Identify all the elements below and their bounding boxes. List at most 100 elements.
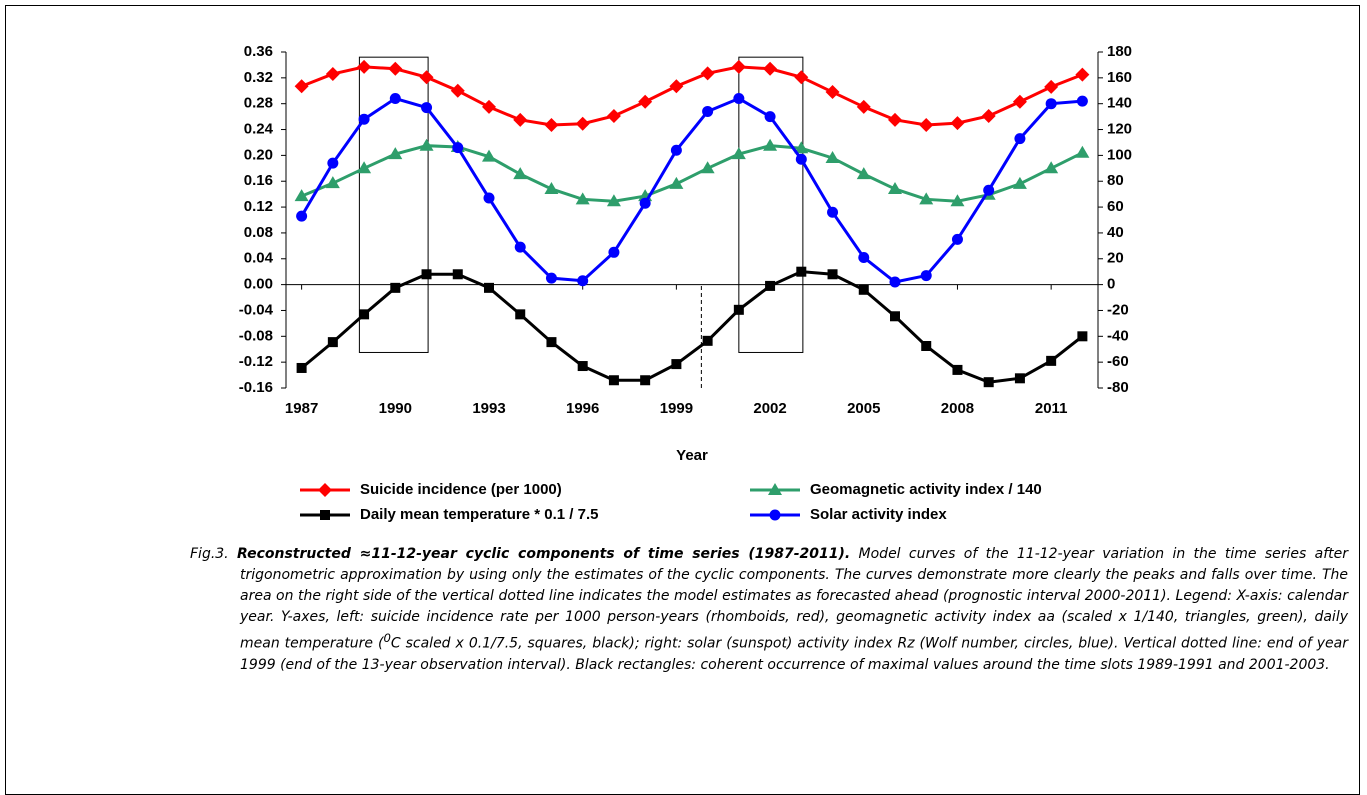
- y-tick-label: -0.12: [239, 353, 273, 370]
- marker: [577, 361, 588, 372]
- y2-tick-label: 140: [1107, 95, 1132, 112]
- x-tick-label: 2011: [1035, 400, 1068, 417]
- y2-tick-label: 80: [1107, 172, 1124, 189]
- marker: [700, 161, 715, 174]
- marker: [575, 192, 590, 205]
- y2-tick-label: -60: [1107, 353, 1129, 370]
- caption-label: Fig.3.: [190, 546, 229, 562]
- y-tick-label: 0.04: [244, 250, 274, 267]
- marker: [763, 138, 778, 151]
- marker: [325, 66, 340, 81]
- marker: [983, 184, 995, 196]
- marker: [827, 269, 838, 280]
- y2-tick-label: 180: [1107, 43, 1132, 60]
- y2-tick-label: 20: [1107, 250, 1124, 267]
- y-tick-label: -0.04: [239, 301, 274, 318]
- marker: [794, 70, 809, 85]
- y2-tick-label: 40: [1107, 224, 1124, 241]
- marker: [888, 112, 902, 127]
- marker: [544, 118, 559, 133]
- marker: [482, 149, 496, 162]
- marker: [889, 276, 901, 288]
- marker: [389, 93, 401, 105]
- marker: [318, 483, 332, 497]
- marker: [546, 337, 557, 348]
- caption-text: C scaled x 0.1/7.5, squares, black); rig…: [240, 635, 1348, 673]
- caption-sup: 0: [383, 631, 391, 645]
- marker: [638, 94, 653, 109]
- marker: [952, 364, 963, 375]
- legend-label: Suicide incidence (per 1000): [360, 481, 562, 498]
- marker: [639, 197, 651, 209]
- marker: [764, 111, 776, 123]
- marker: [888, 181, 902, 194]
- marker: [1044, 161, 1059, 174]
- marker: [731, 147, 746, 160]
- y2-tick-label: 160: [1107, 69, 1132, 86]
- y-tick-label: 0.20: [244, 146, 273, 163]
- marker: [296, 210, 308, 222]
- marker: [419, 138, 434, 151]
- marker: [294, 79, 309, 94]
- marker: [608, 375, 619, 386]
- marker: [640, 375, 651, 386]
- marker: [827, 206, 839, 218]
- marker: [795, 153, 807, 165]
- y2-tick-label: 60: [1107, 198, 1124, 215]
- marker: [545, 272, 557, 284]
- marker: [919, 118, 934, 133]
- marker: [1014, 373, 1025, 384]
- marker: [296, 362, 307, 373]
- x-tick-label: 2002: [753, 400, 786, 417]
- marker: [856, 167, 871, 180]
- y2-tick-label: -20: [1107, 301, 1129, 318]
- x-tick-label: 1999: [660, 400, 693, 417]
- marker: [1046, 355, 1057, 366]
- marker: [825, 150, 840, 163]
- chart: Year 0.36 0.32 0.28 0.24 0.20 0.16 0.12 0.08 0.0…: [239, 43, 1132, 523]
- marker: [794, 141, 809, 154]
- legend-label: Geomagnetic activity index / 140: [810, 481, 1042, 498]
- marker: [669, 79, 684, 94]
- marker: [421, 102, 433, 114]
- marker: [763, 61, 778, 76]
- marker: [388, 61, 403, 76]
- marker: [983, 377, 994, 388]
- caption-text: Model curves of the 11-12-year variation…: [240, 546, 1348, 652]
- y2-tick-label: 100: [1107, 146, 1132, 163]
- y-tick-label: 0.08: [244, 224, 273, 241]
- series-line: [301, 144, 1084, 203]
- marker: [1044, 79, 1059, 94]
- x-tick-label: 1996: [566, 400, 599, 417]
- marker: [577, 275, 589, 287]
- marker: [825, 85, 840, 100]
- marker: [1014, 133, 1026, 145]
- marker: [357, 59, 372, 74]
- marker: [769, 509, 781, 521]
- marker: [921, 341, 932, 351]
- marker: [950, 116, 965, 131]
- marker: [702, 335, 713, 346]
- marker: [544, 181, 559, 194]
- marker: [1012, 94, 1027, 109]
- marker: [1077, 331, 1088, 342]
- y2-tick-label: 120: [1107, 121, 1132, 138]
- marker: [731, 59, 746, 74]
- marker: [733, 304, 744, 315]
- y-tick-label: 0.12: [244, 198, 273, 215]
- series-line: [300, 96, 1083, 284]
- marker: [606, 108, 621, 123]
- marker: [768, 483, 782, 495]
- marker: [1012, 176, 1027, 189]
- marker: [357, 161, 372, 174]
- marker: [513, 167, 528, 180]
- marker: [671, 359, 682, 370]
- marker: [483, 192, 495, 204]
- x-tick-label: 2005: [847, 400, 880, 417]
- marker: [608, 246, 620, 258]
- marker: [514, 241, 526, 253]
- series-line: [300, 270, 1084, 384]
- marker: [320, 510, 330, 520]
- marker: [702, 105, 714, 117]
- marker: [294, 189, 309, 202]
